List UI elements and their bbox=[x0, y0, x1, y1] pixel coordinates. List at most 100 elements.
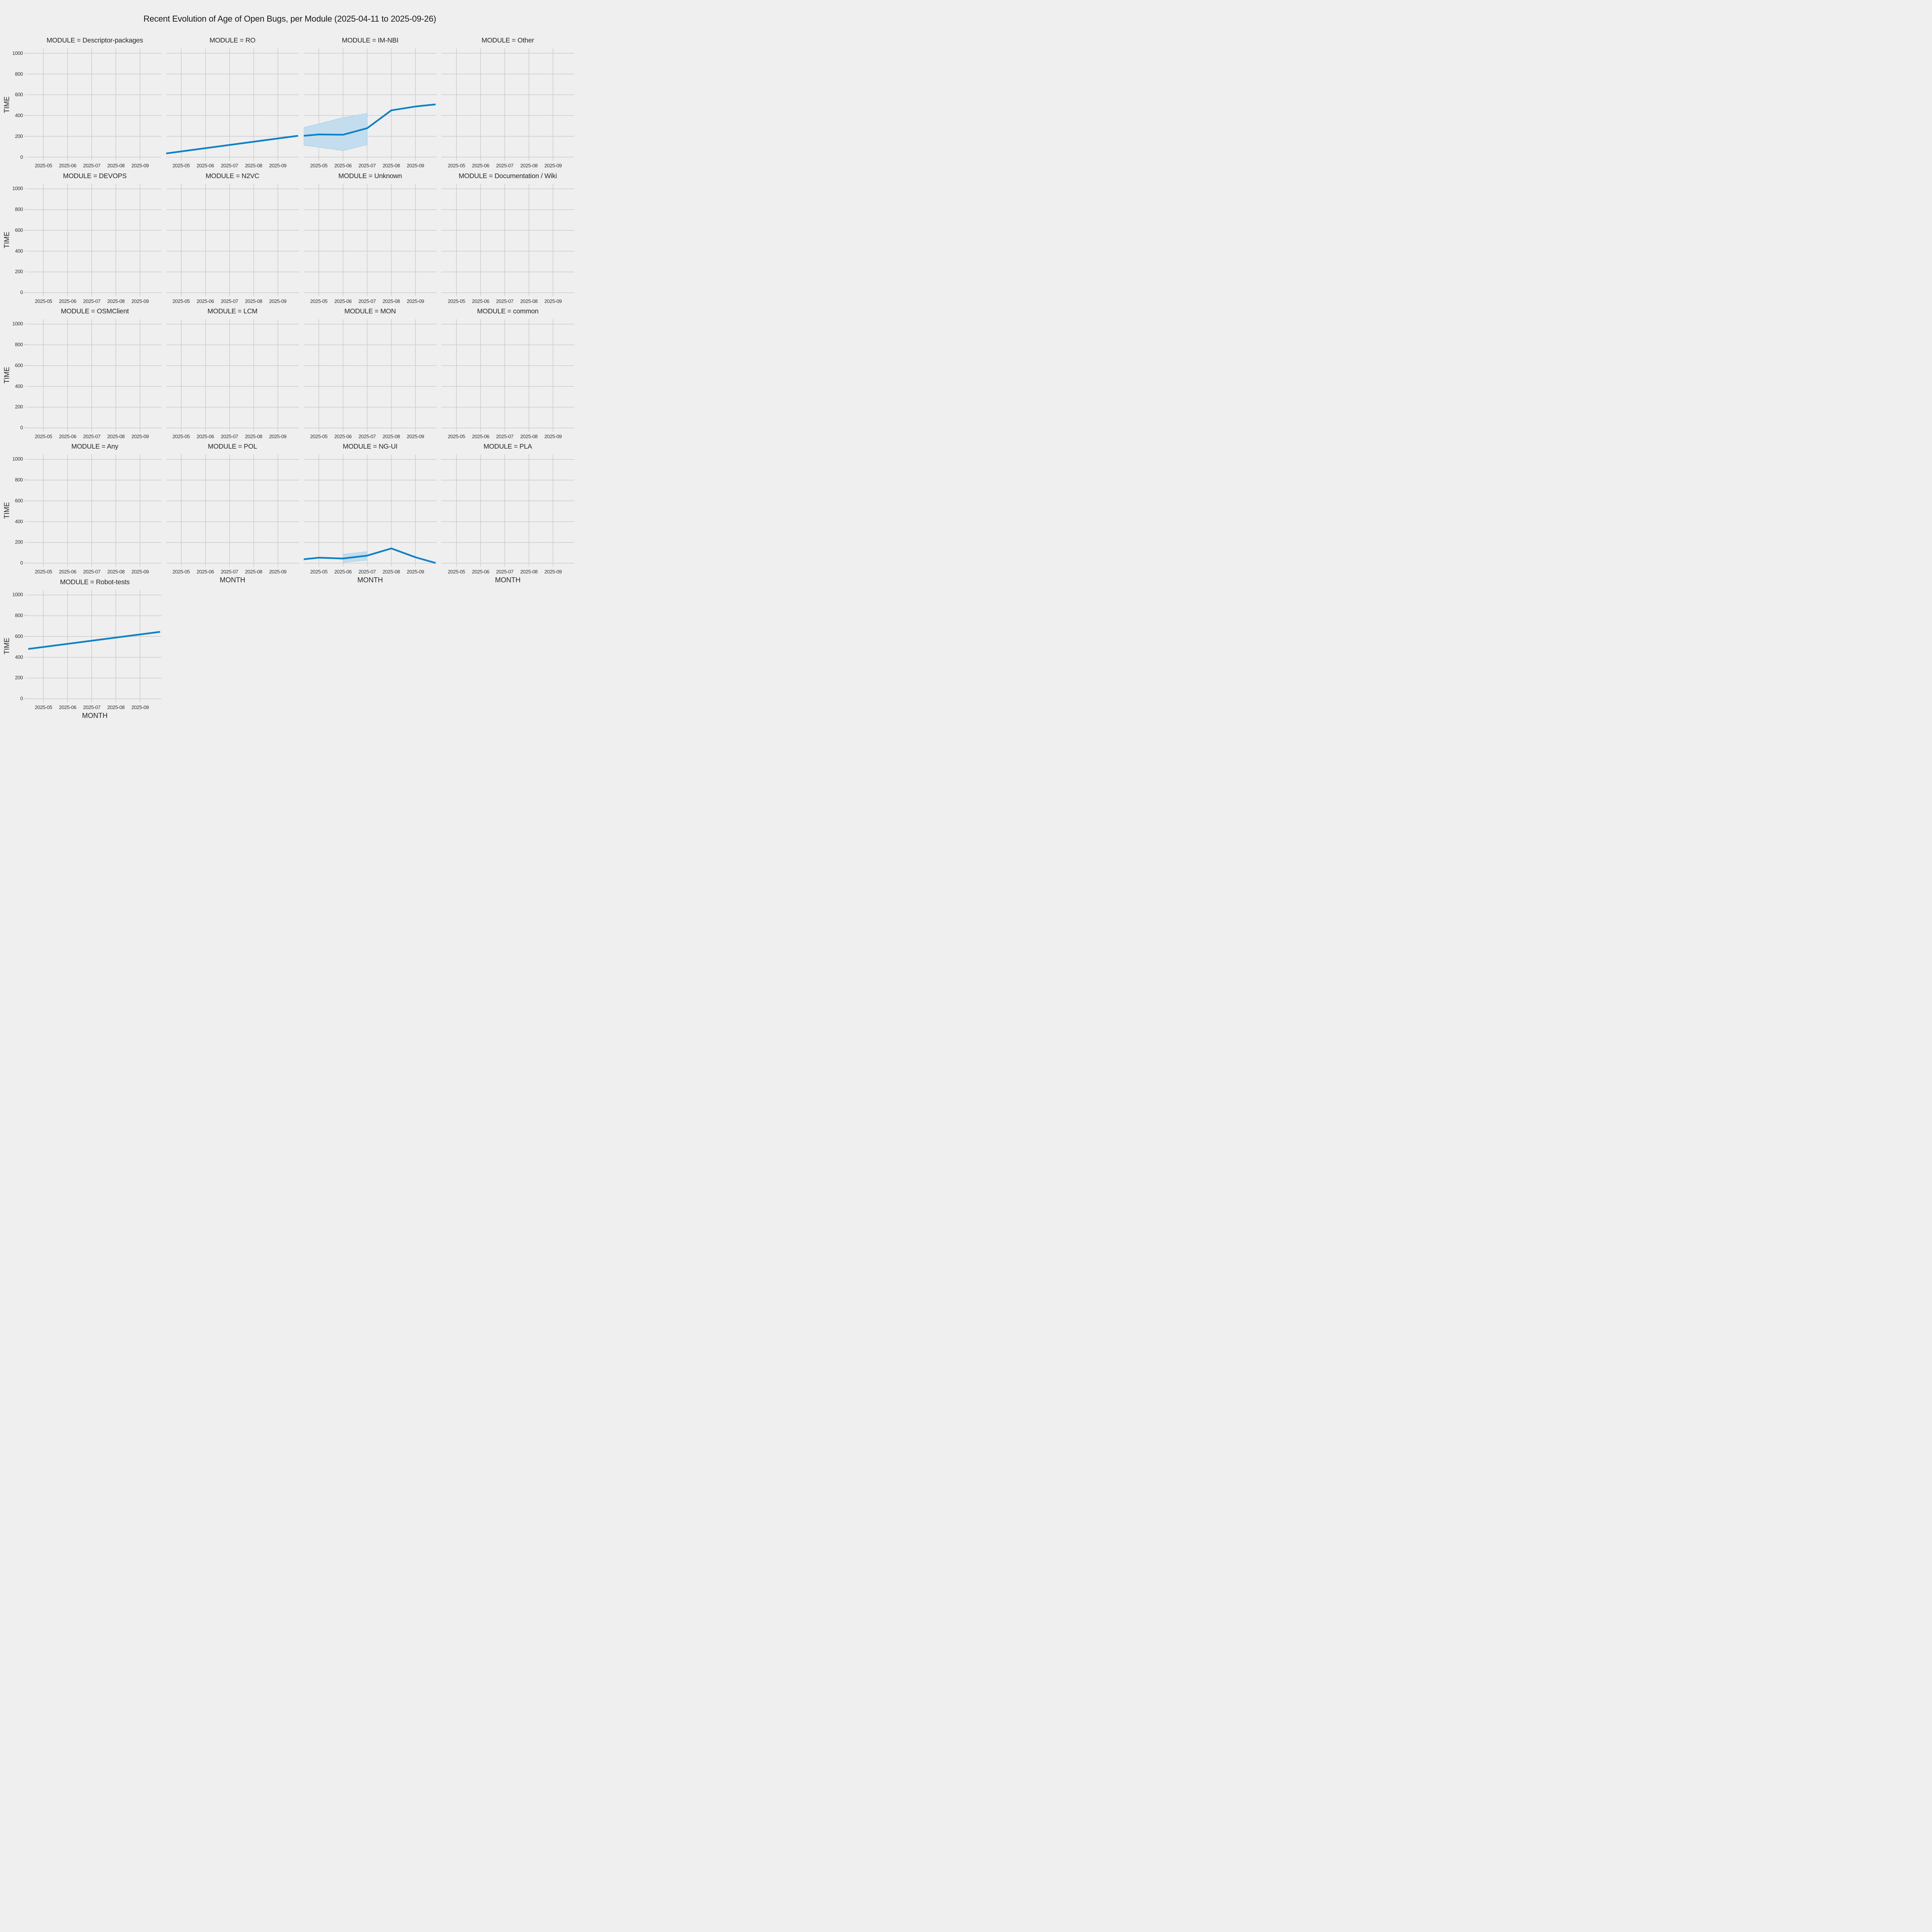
plot-area bbox=[166, 48, 299, 161]
plot-area bbox=[28, 48, 162, 161]
y-tick-mark bbox=[24, 292, 28, 293]
gridlines bbox=[303, 319, 437, 432]
x-tick-label: 2025-08 bbox=[520, 568, 538, 575]
x-tick-label: 2025-06 bbox=[59, 568, 77, 575]
facet-title: MODULE = NG-UI bbox=[343, 442, 398, 450]
plot-area bbox=[441, 184, 575, 296]
x-tick-label: 2025-06 bbox=[59, 298, 77, 304]
y-tick-label: 1000 bbox=[12, 185, 23, 192]
y-tick-mark bbox=[24, 365, 28, 366]
y-tick-label: 800 bbox=[15, 342, 23, 347]
y-tick-label: 400 bbox=[15, 112, 23, 118]
y-tick-label: 1000 bbox=[12, 592, 23, 598]
x-tick-label: 2025-06 bbox=[334, 163, 352, 169]
plot-area bbox=[28, 454, 162, 567]
y-tick-label: 600 bbox=[15, 227, 23, 233]
x-tick-label: 2025-09 bbox=[131, 298, 149, 304]
x-tick-label: 2025-05 bbox=[172, 433, 190, 439]
y-tick-label: 600 bbox=[15, 497, 23, 503]
facet-osmclient: MODULE = OSMClient 2025-05 2025-06 2025-07 2… bbox=[3, 307, 162, 439]
x-tick-label: 2025-09 bbox=[544, 163, 562, 169]
x-tick-label: 2025-08 bbox=[520, 433, 538, 439]
y-tick-label: 200 bbox=[15, 269, 23, 275]
y-tick-mark bbox=[24, 209, 28, 210]
x-tick-label: 2025-08 bbox=[245, 568, 262, 575]
gridlines bbox=[28, 319, 162, 432]
x-axis-label: MONTH bbox=[219, 576, 245, 584]
x-tick-label: 2025-06 bbox=[196, 568, 214, 575]
y-tick-mark bbox=[24, 636, 28, 637]
x-tick-label: 2025-06 bbox=[334, 298, 352, 304]
trend-line bbox=[166, 135, 298, 155]
y-tick-mark bbox=[24, 542, 28, 543]
x-tick-label: 2025-06 bbox=[196, 298, 214, 304]
x-tick-label: 2025-08 bbox=[107, 163, 125, 169]
x-tick-label: 2025-07 bbox=[83, 298, 100, 304]
x-tick-label: 2025-07 bbox=[358, 433, 376, 439]
y-tick-label: 0 bbox=[20, 696, 23, 701]
y-tick-label: 400 bbox=[15, 654, 23, 660]
facet-title: MODULE = Other bbox=[481, 36, 534, 44]
gridlines bbox=[441, 184, 575, 296]
y-tick-mark bbox=[24, 156, 28, 158]
y-tick-label: 800 bbox=[15, 206, 23, 212]
gridlines bbox=[166, 319, 299, 432]
y-tick-label: 600 bbox=[15, 633, 23, 639]
facet-descriptor-packages: MODULE = Descriptor-packages 2025-05 2025-… bbox=[3, 36, 162, 168]
gridlines bbox=[441, 319, 575, 432]
facet-im-nbi: MODULE = IM-NBI 2025-05 2025-06 2025-07 2025… bbox=[303, 36, 437, 168]
x-axis-label: MONTH bbox=[495, 576, 521, 584]
x-tick-label: 2025-09 bbox=[269, 433, 287, 439]
gridlines bbox=[303, 454, 437, 567]
x-tick-label: 2025-09 bbox=[544, 433, 562, 439]
facet-title: MODULE = Documentation / Wiki bbox=[458, 172, 557, 180]
x-tick-label: 2025-05 bbox=[35, 163, 52, 169]
x-tick-label: 2025-09 bbox=[544, 568, 562, 575]
facet-title: MODULE = LCM bbox=[207, 307, 258, 315]
y-tick-label: 0 bbox=[20, 289, 23, 295]
facet-n2vc: MODULE = N2VC 2025-05 2025-06 2025-07 2025-0… bbox=[166, 172, 299, 304]
y-tick-mark bbox=[24, 677, 28, 678]
x-tick-label: 2025-07 bbox=[358, 163, 376, 169]
plot-area bbox=[28, 184, 162, 296]
x-tick-label: 2025-08 bbox=[107, 298, 125, 304]
gridlines bbox=[28, 184, 162, 296]
x-tick-label: 2025-07 bbox=[83, 704, 100, 710]
x-tick-label: 2025-06 bbox=[334, 433, 352, 439]
x-tick-label: 2025-08 bbox=[383, 568, 400, 575]
x-tick-label: 2025-07 bbox=[496, 568, 514, 575]
x-tick-label: 2025-09 bbox=[406, 568, 424, 575]
trend-line bbox=[28, 631, 160, 650]
x-tick-label: 2025-06 bbox=[472, 568, 490, 575]
gridlines bbox=[28, 48, 162, 161]
x-tick-label: 2025-07 bbox=[83, 433, 100, 439]
plot-area bbox=[303, 48, 437, 161]
gridlines bbox=[441, 48, 575, 161]
facet-robot-tests: MODULE = Robot-tests 2025-05 2025-06 2025-0… bbox=[3, 578, 162, 719]
x-tick-label: 2025-08 bbox=[107, 568, 125, 575]
y-tick-mark bbox=[24, 115, 28, 116]
x-tick-label: 2025-07 bbox=[83, 163, 100, 169]
x-tick-label: 2025-05 bbox=[35, 704, 52, 710]
x-tick-label: 2025-08 bbox=[245, 163, 262, 169]
x-tick-label: 2025-06 bbox=[59, 433, 77, 439]
y-tick-mark bbox=[24, 406, 28, 407]
y-tick-mark bbox=[24, 250, 28, 252]
y-tick-mark bbox=[24, 521, 28, 522]
confidence-band bbox=[303, 113, 367, 151]
x-tick-label: 2025-09 bbox=[406, 433, 424, 439]
x-tick-label: 2025-05 bbox=[35, 298, 52, 304]
y-tick-mark bbox=[24, 344, 28, 345]
x-tick-label: 2025-09 bbox=[269, 568, 287, 575]
facet-lcm: MODULE = LCM 2025-05 2025-06 2025-07 2025-08… bbox=[166, 307, 299, 439]
y-tick-label: 600 bbox=[15, 92, 23, 98]
plot-area bbox=[303, 454, 437, 567]
x-tick-label: 2025-09 bbox=[406, 163, 424, 169]
facet-title: MODULE = MON bbox=[344, 307, 396, 315]
trend-line bbox=[303, 547, 436, 564]
x-axis-label: MONTH bbox=[82, 711, 108, 719]
facet-title: MODULE = common bbox=[477, 307, 539, 315]
y-axis-label: TIME bbox=[3, 231, 11, 248]
y-tick-label: 400 bbox=[15, 383, 23, 389]
x-tick-label: 2025-05 bbox=[447, 433, 465, 439]
